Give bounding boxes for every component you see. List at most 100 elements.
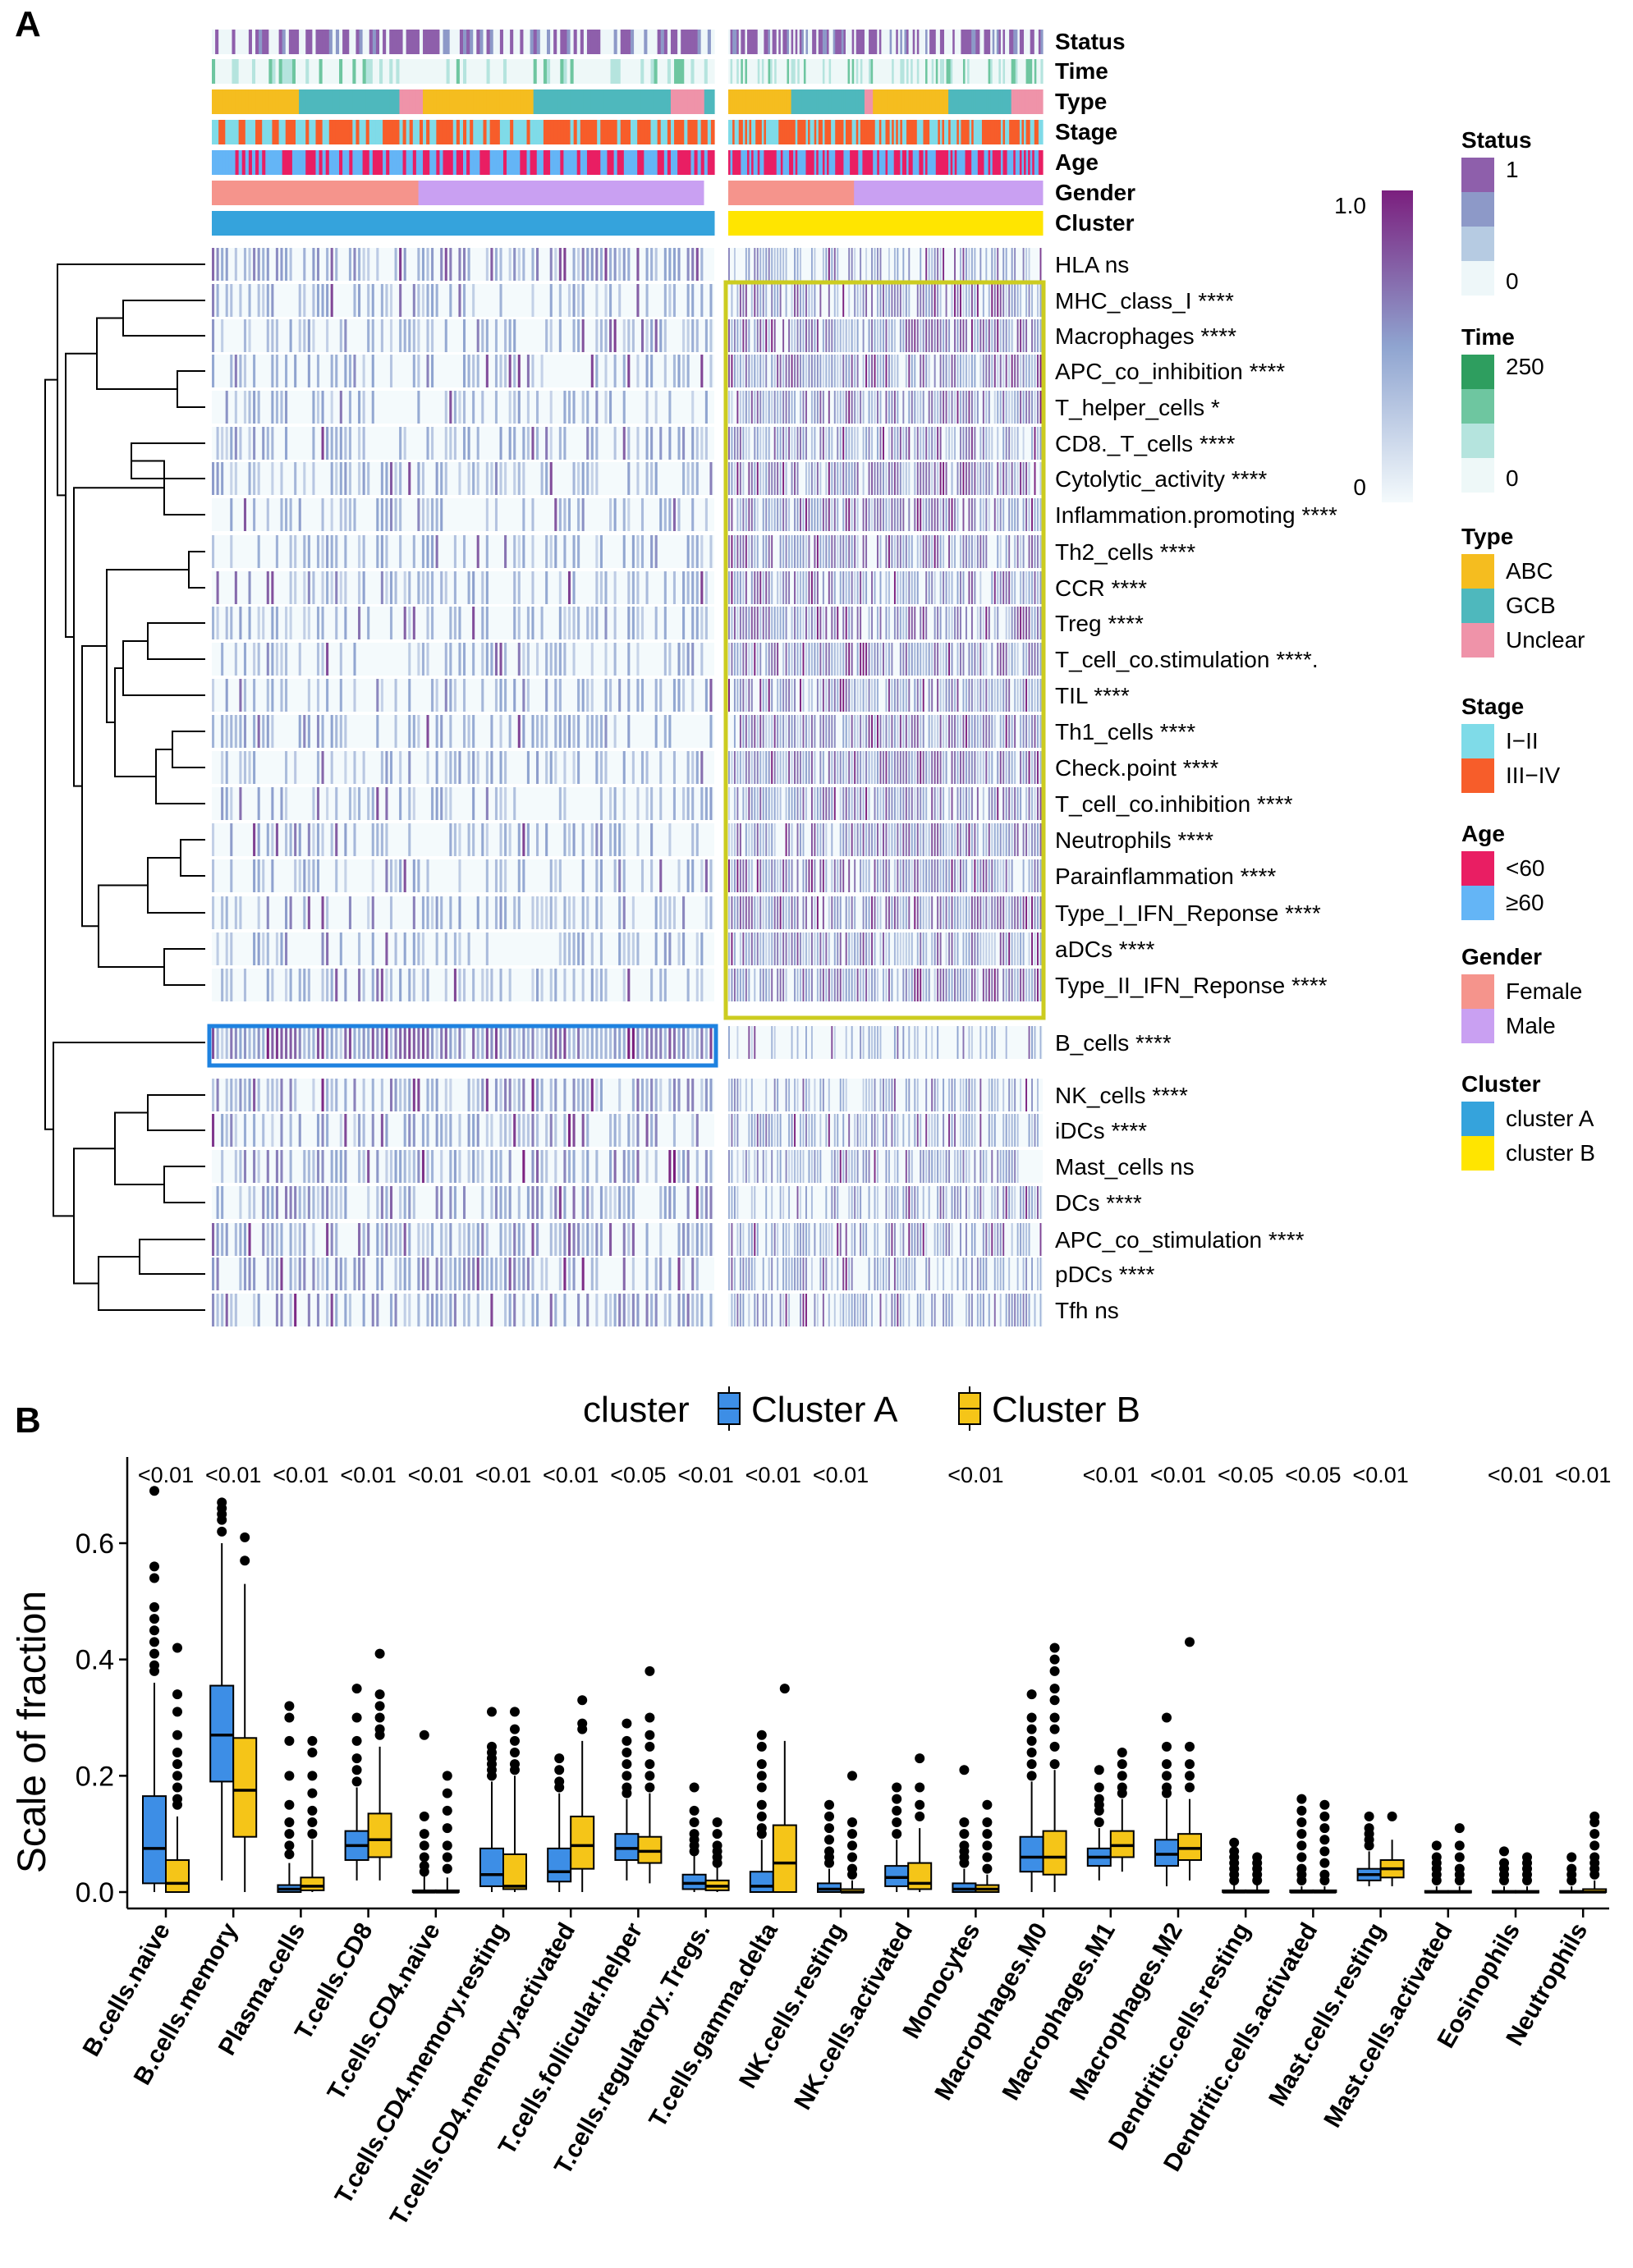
heatmap-cell [558, 715, 562, 748]
annotation-cell [660, 30, 665, 54]
annotation-cell [981, 30, 985, 54]
heatmap-cell [672, 1026, 676, 1059]
heatmap-cell [877, 1026, 878, 1059]
annotation-cell [557, 120, 561, 144]
heatmap-cell [458, 248, 461, 281]
heatmap-cell [691, 427, 695, 460]
heatmap-cell [782, 427, 785, 460]
heatmap-cell [700, 859, 704, 892]
heatmap-cell [230, 932, 233, 965]
annotation-cell [860, 89, 864, 114]
heatmap-cell [412, 607, 415, 639]
heatmap-cell [848, 751, 851, 784]
annotation-cell [768, 150, 771, 175]
heatmap-cell [257, 932, 260, 965]
heatmap-cell [449, 751, 452, 784]
annotation-cell [833, 59, 836, 84]
heatmap-cell [970, 391, 973, 424]
heatmap-cell [1014, 284, 1016, 317]
heatmap-cell [271, 427, 274, 460]
heatmap-cell [417, 1026, 420, 1059]
heatmap-cell [243, 391, 247, 424]
heatmap-cell [581, 319, 585, 352]
heatmap-cell [988, 751, 990, 784]
heatmap-cell [759, 859, 762, 892]
annotation-cell [322, 30, 327, 54]
heatmap-cell [243, 751, 247, 784]
heatmap-cell [463, 319, 466, 352]
heatmap-cell [640, 1026, 644, 1059]
heatmap-cell [728, 859, 730, 892]
heatmap-cell [499, 284, 502, 317]
heatmap-cell [253, 355, 256, 387]
heatmap-cell [613, 715, 617, 748]
annotation-cell [878, 89, 882, 114]
heatmap-cell [700, 355, 704, 387]
heatmap-cell [845, 498, 847, 531]
annotation-cell [456, 150, 461, 175]
heatmap-cell [822, 787, 824, 820]
heatmap-cell [1011, 498, 1013, 531]
annotation-cell [764, 30, 767, 54]
heatmap-cell [394, 679, 397, 712]
heatmap-cell [599, 571, 603, 604]
heatmap-cell [1022, 823, 1025, 856]
heatmap-cell [467, 932, 470, 965]
heatmap-cell [728, 319, 730, 352]
heatmap-cell [348, 248, 351, 281]
heatmap-cell [654, 896, 658, 929]
heatmap-cell [962, 535, 965, 568]
heatmap-cell [837, 932, 839, 965]
heatmap-cell [979, 248, 982, 281]
heatmap-cell [239, 715, 242, 748]
heatmap-cell [970, 823, 973, 856]
annotation-cell [262, 89, 266, 114]
annotation-cell [563, 150, 568, 175]
annotation-cell [784, 30, 788, 54]
annotation-cell [870, 120, 874, 144]
annotation-cell [536, 150, 541, 175]
annotation-cell [805, 89, 809, 114]
annotation-cell [1005, 89, 1008, 114]
heatmap-cell [785, 679, 787, 712]
heatmap-cell [1011, 896, 1013, 929]
heatmap-cell [842, 498, 845, 531]
annotation-cell [854, 181, 1044, 205]
heatmap-cell [976, 284, 979, 317]
heatmap-cell [837, 498, 839, 531]
heatmap-cell [367, 896, 370, 929]
annotation-cell [583, 150, 588, 175]
heatmap-cell [609, 787, 612, 820]
heatmap-cell [243, 679, 247, 712]
annotation-cell [770, 59, 773, 84]
annotation-cell [749, 89, 752, 114]
heatmap-cell [248, 462, 251, 495]
heatmap-cell [540, 462, 544, 495]
heatmap-cell [754, 823, 756, 856]
annotation-cell [888, 89, 891, 114]
heatmap-cell [494, 787, 498, 820]
heatmap-cell [928, 284, 930, 317]
annotation-cell [855, 89, 859, 114]
annotation-cell [841, 150, 845, 175]
annotation-cell [759, 120, 763, 144]
heatmap-cell [756, 355, 759, 387]
heatmap-cell [554, 715, 557, 748]
annotation-cell [315, 89, 320, 114]
heatmap-cell [988, 969, 990, 1001]
heatmap-cell [999, 355, 1002, 387]
annotation-cell [429, 30, 433, 54]
heatmap-cell [376, 787, 379, 820]
heatmap-cell [380, 319, 383, 352]
heatmap-cell [1016, 969, 1019, 1001]
heatmap-cell [540, 715, 544, 748]
heatmap-cell [931, 462, 933, 495]
annotation-cell [820, 30, 823, 54]
annotation-cell [262, 120, 266, 144]
heatmap-cell [330, 498, 333, 531]
heatmap-cell [631, 932, 635, 965]
heatmap-cell [999, 391, 1002, 424]
annotation-cell [1011, 59, 1014, 84]
heatmap-cell [513, 896, 516, 929]
heatmap-cell [745, 427, 747, 460]
